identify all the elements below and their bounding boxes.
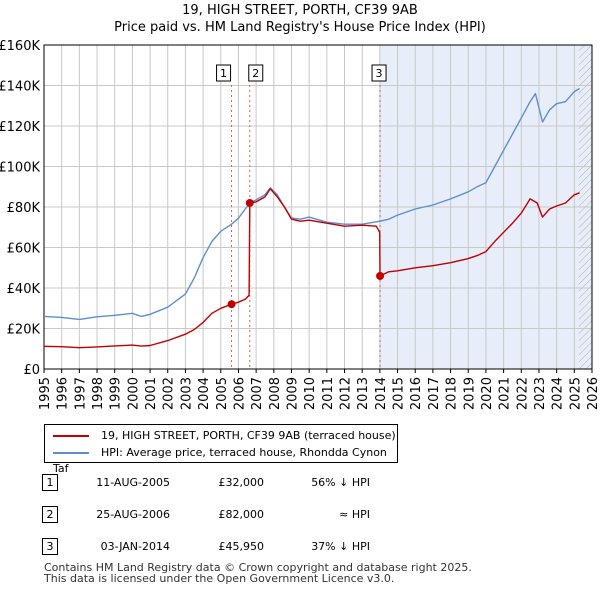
x-tick-label: 2004 bbox=[197, 377, 212, 410]
x-tick-label: 2022 bbox=[515, 377, 530, 410]
chart-legend: 19, HIGH STREET, PORTH, CF39 9AB (terrac… bbox=[44, 424, 398, 475]
x-tick-label: 2014 bbox=[374, 377, 389, 410]
x-tick-label: 2015 bbox=[392, 377, 407, 410]
y-tick-label: £120K bbox=[0, 120, 40, 135]
sale-row: 1 11-AUG-2005 £32,000 56% ↓ HPI bbox=[0, 474, 600, 494]
x-tick-label: 2011 bbox=[321, 377, 336, 410]
sale-number-badge: 3 bbox=[42, 538, 58, 555]
x-tick-label: 1999 bbox=[109, 377, 124, 410]
sale-number-badge: 1 bbox=[42, 474, 58, 491]
x-tick-label: 1996 bbox=[56, 377, 71, 410]
legend-swatch-property bbox=[53, 435, 89, 437]
x-tick-label: 2007 bbox=[250, 377, 265, 410]
x-tick-label: 2023 bbox=[533, 377, 548, 410]
sale-date: 11-AUG-2005 bbox=[96, 476, 170, 489]
sale-price: £45,950 bbox=[218, 540, 265, 553]
sale-price: £32,000 bbox=[218, 476, 265, 489]
x-tick-label: 1998 bbox=[91, 377, 106, 410]
x-tick-label: 2000 bbox=[126, 377, 141, 410]
property-price-line bbox=[43, 188, 580, 349]
sale-marker-box bbox=[216, 64, 232, 82]
x-tick-label: 2019 bbox=[462, 377, 477, 410]
x-tick-label: 1995 bbox=[38, 377, 53, 410]
sale-point bbox=[227, 300, 236, 309]
x-tick-label: 1997 bbox=[73, 377, 88, 410]
x-tick-label: 2006 bbox=[232, 377, 247, 410]
x-tick-label: 2008 bbox=[268, 377, 283, 410]
sale-marker-box bbox=[371, 64, 387, 82]
sale-point bbox=[376, 271, 385, 280]
x-tick-label: 2003 bbox=[179, 377, 194, 410]
y-tick-label: £160K bbox=[0, 39, 40, 54]
sale-marker-label: 3 bbox=[376, 67, 383, 80]
sale-marker-label: 1 bbox=[220, 67, 227, 80]
x-tick-label: 2013 bbox=[356, 377, 371, 410]
sale-date: 03-JAN-2014 bbox=[100, 540, 170, 553]
sale-hpi-relation: ≈ HPI bbox=[339, 508, 370, 521]
sale-number-badge: 2 bbox=[42, 506, 58, 523]
sale-marker-box bbox=[248, 64, 264, 82]
x-tick-label: 2020 bbox=[480, 377, 495, 410]
sale-marker-label: 2 bbox=[252, 67, 259, 80]
x-tick-label: 2026 bbox=[586, 377, 600, 410]
legend-label-hpi: HPI: Average price, terraced house, Rhon… bbox=[53, 446, 387, 475]
sale-row: 3 03-JAN-2014 £45,950 37% ↓ HPI bbox=[0, 538, 600, 558]
hpi-line bbox=[43, 87, 580, 321]
x-tick-label: 2012 bbox=[339, 377, 354, 410]
chart-title: 19, HIGH STREET, PORTH, CF39 9AB bbox=[182, 3, 418, 18]
legend-swatch-hpi bbox=[53, 452, 89, 454]
x-tick-label: 2017 bbox=[427, 377, 442, 410]
x-tick-label: 2005 bbox=[215, 377, 230, 410]
x-tick-label: 2016 bbox=[409, 377, 424, 410]
footer-licence: This data is licensed under the Open Gov… bbox=[44, 572, 395, 585]
x-tick-label: 2002 bbox=[162, 377, 177, 410]
legend-item-property: 19, HIGH STREET, PORTH, CF39 9AB (terrac… bbox=[53, 428, 396, 444]
chart-subtitle: Price paid vs. HM Land Registry's House … bbox=[114, 20, 486, 35]
price-chart: £0 £20K £40K £60K £80K £100K £120K £140K £160K 19… bbox=[0, 39, 600, 410]
x-tick-label: 2024 bbox=[551, 377, 566, 410]
sale-row: 2 25-AUG-2006 £82,000 ≈ HPI bbox=[0, 506, 600, 526]
footer-copyright: Contains HM Land Registry data © Crown c… bbox=[44, 561, 472, 574]
y-tick-label: £60K bbox=[7, 242, 41, 257]
y-tick-label: £40K bbox=[7, 282, 41, 297]
x-tick-label: 2010 bbox=[303, 377, 318, 410]
sale-point bbox=[245, 198, 254, 207]
y-tick-label: £140K bbox=[0, 80, 40, 95]
y-tick-label: £0 bbox=[23, 363, 40, 378]
legend-label-property: 19, HIGH STREET, PORTH, CF39 9AB (terrac… bbox=[101, 429, 396, 442]
y-tick-label: £80K bbox=[7, 201, 41, 216]
sale-hpi-relation: 56% ↓ HPI bbox=[311, 476, 370, 489]
x-tick-label: 2025 bbox=[568, 377, 583, 410]
y-tick-label: £100K bbox=[0, 161, 40, 176]
x-tick-label: 2021 bbox=[498, 377, 513, 410]
plot-frame bbox=[43, 44, 593, 370]
sale-date: 25-AUG-2006 bbox=[96, 508, 170, 521]
legend-item-hpi: HPI: Average price, terraced house, Rhon… bbox=[53, 445, 397, 475]
x-tick-label: 2018 bbox=[445, 377, 460, 410]
x-tick-label: 2009 bbox=[285, 377, 300, 410]
sale-price: £82,000 bbox=[218, 508, 265, 521]
y-tick-label: £20K bbox=[7, 323, 41, 338]
sale-hpi-relation: 37% ↓ HPI bbox=[311, 540, 370, 553]
x-tick-label: 2001 bbox=[144, 377, 159, 410]
